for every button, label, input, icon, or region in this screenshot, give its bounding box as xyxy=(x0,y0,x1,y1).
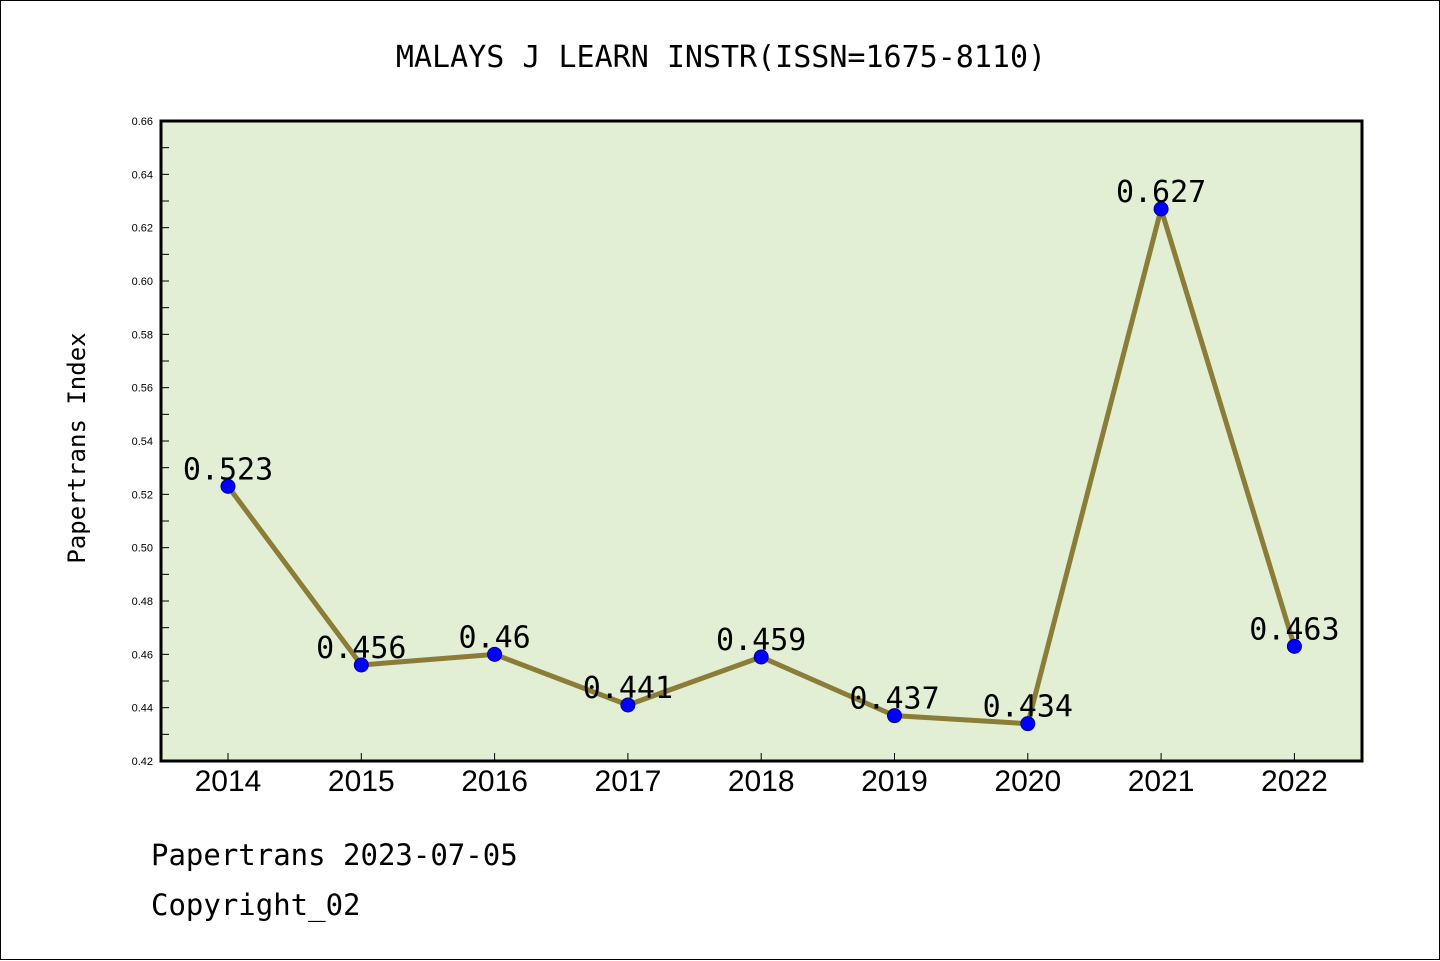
data-point xyxy=(1286,638,1302,654)
footer-date-text: Papertrans 2023-07-05 xyxy=(151,838,518,872)
footer-copyright-text: Copyright_02 xyxy=(151,888,361,923)
x-axis: 2014 2015 2016 2017 2018 2019 2020 2021 2022 xyxy=(195,753,1328,798)
y-tick-label: 0.48 xyxy=(132,596,153,608)
y-tick-label: 0.54 xyxy=(132,436,153,448)
y-tick-label: 0.42 xyxy=(132,756,153,768)
data-label: 0.46 xyxy=(458,620,530,655)
x-tick-label: 2022 xyxy=(1261,765,1328,798)
x-tick-label: 2021 xyxy=(1128,765,1195,798)
x-tick-label: 2019 xyxy=(861,765,928,798)
y-axis-label: Papertrans Index xyxy=(63,332,91,563)
data-point xyxy=(753,649,769,665)
data-point xyxy=(1153,201,1169,217)
data-point xyxy=(353,657,369,673)
chart-title: MALAYS J LEARN INSTR(ISSN=1675-8110) xyxy=(396,40,1046,75)
data-label: 0.627 xyxy=(1116,175,1206,210)
data-label: 0.523 xyxy=(183,452,273,487)
data-point xyxy=(220,478,236,494)
y-tick-label: 0.50 xyxy=(132,543,153,555)
y-tick-label: 0.46 xyxy=(132,649,153,661)
y-tick-label: 0.62 xyxy=(132,223,153,235)
data-label: 0.441 xyxy=(583,671,673,706)
y-tick-label: 0.56 xyxy=(132,383,153,395)
y-tick-label: 0.58 xyxy=(132,329,153,341)
data-points xyxy=(220,201,1302,732)
data-label: 0.434 xyxy=(983,690,1073,725)
x-tick-label: 2018 xyxy=(728,765,795,798)
data-point xyxy=(887,708,902,724)
x-tick-label: 2014 xyxy=(195,765,262,798)
data-point xyxy=(620,697,636,713)
data-label: 0.456 xyxy=(316,631,406,666)
y-tick-label: 0.52 xyxy=(132,489,153,501)
y-tick-label: 0.44 xyxy=(132,703,153,715)
x-tick-label: 2016 xyxy=(461,765,528,798)
data-label: 0.459 xyxy=(716,623,806,658)
y-tick-label: 0.60 xyxy=(132,276,153,288)
data-label: 0.463 xyxy=(1249,612,1339,647)
y-tick-label: 0.66 xyxy=(132,116,153,128)
x-tick-label: 2015 xyxy=(328,765,395,798)
data-point xyxy=(1020,716,1036,732)
x-tick-label: 2020 xyxy=(994,765,1061,798)
y-axis: 0.42 0.44 0.46 0.48 0.50 0.52 0.54 0.56 0.58 0.60… xyxy=(132,116,169,768)
data-label: 0.437 xyxy=(849,682,939,717)
data-point xyxy=(487,646,503,662)
data-labels: 0.523 0.456 0.46 0.441 0.459 0.437 0.434 0.627 0… xyxy=(183,175,1340,725)
y-tick-label: 0.64 xyxy=(132,169,153,181)
x-tick-label: 2017 xyxy=(595,765,662,798)
